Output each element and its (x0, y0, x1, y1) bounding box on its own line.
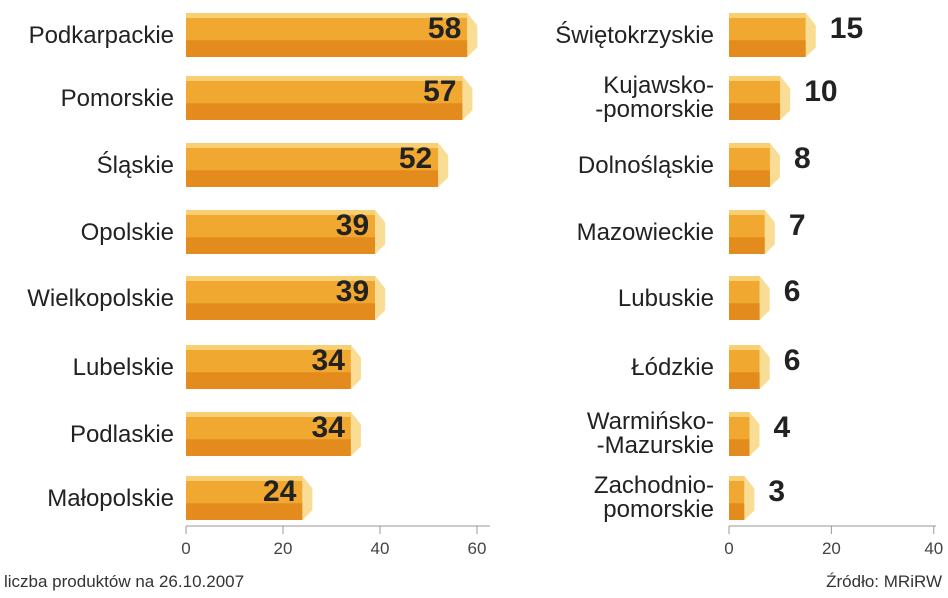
bar-highlight (729, 76, 781, 81)
bar-highlight (729, 345, 760, 350)
bar-highlight (186, 476, 303, 481)
x-tick-label: 20 (822, 539, 841, 558)
bar-side (744, 476, 755, 520)
bar-shade (186, 40, 468, 57)
category-label: Lubelskie (73, 354, 174, 381)
value-label: 34 (312, 344, 346, 377)
bar-side (350, 345, 361, 389)
bar-highlight (729, 412, 750, 417)
value-label: 7 (789, 209, 806, 242)
value-label: 6 (784, 344, 801, 377)
value-label: 6 (784, 275, 801, 308)
bar-side (764, 210, 775, 254)
x-tick-label: 40 (371, 539, 390, 558)
bar-shade (186, 103, 463, 120)
bar-side (805, 13, 816, 57)
x-tick-label: 20 (274, 539, 293, 558)
category-label: Pomorskie (61, 85, 174, 112)
bar-side (350, 412, 361, 456)
bar-shade (729, 372, 760, 389)
bar-highlight (186, 276, 376, 281)
bar-highlight (186, 76, 463, 81)
category-label: Śląskie (97, 151, 174, 179)
category-label: Świętokrzyskie (555, 21, 714, 49)
bar-shade (186, 372, 351, 389)
bar-shade (729, 303, 760, 320)
value-label: 39 (336, 209, 369, 242)
x-tick-label: 0 (181, 539, 190, 558)
bar-side (759, 345, 770, 389)
bar-side (302, 476, 313, 520)
value-label: 8 (794, 142, 811, 175)
bar-shade (186, 439, 351, 456)
bar-highlight (729, 143, 770, 148)
category-label: Lubuskie (618, 285, 714, 312)
bar-highlight (186, 13, 468, 18)
bar-side (780, 76, 791, 120)
category-label: Podkarpackie (29, 22, 174, 49)
bar-side (438, 143, 449, 187)
value-label: 10 (804, 75, 837, 108)
bar-side (375, 210, 386, 254)
bar-shade (186, 170, 439, 187)
bar-shade (186, 303, 376, 320)
category-label: Mazowieckie (577, 219, 714, 246)
category-label: Kujawsko--pomorskie (595, 72, 714, 123)
bar-highlight (186, 412, 351, 417)
bar-side (462, 76, 473, 120)
value-label: 15 (830, 12, 863, 45)
bar-highlight (729, 476, 745, 481)
bar-side (769, 143, 780, 187)
value-label: 52 (399, 142, 432, 175)
bar-shade (729, 439, 750, 456)
value-label: 58 (428, 12, 461, 45)
footnote: liczba produktów na 26.10.2007 (4, 572, 245, 591)
category-label: Zachodnio-pomorskie (594, 472, 714, 523)
bar-side (749, 412, 760, 456)
bar-highlight (186, 143, 439, 148)
bar-highlight (729, 210, 765, 215)
bar-shade (186, 503, 303, 520)
bar-side (759, 276, 770, 320)
value-label: 3 (768, 475, 785, 508)
bar-side (467, 13, 478, 57)
bar-highlight (186, 210, 376, 215)
category-label: Małopolskie (47, 485, 174, 512)
category-label: Łódzkie (631, 354, 714, 381)
bar-highlight (186, 345, 351, 350)
category-label: Podlaskie (70, 421, 174, 448)
bar-side (375, 276, 386, 320)
bar-highlight (729, 276, 760, 281)
value-label: 34 (312, 411, 346, 444)
category-label: Opolskie (81, 219, 174, 246)
value-label: 4 (773, 411, 790, 444)
value-label: 57 (423, 75, 456, 108)
value-label: 39 (336, 275, 369, 308)
x-tick-label: 60 (468, 539, 487, 558)
bar-shade (186, 237, 376, 254)
category-label: Dolnośląskie (578, 152, 714, 179)
bar-shade (729, 40, 806, 57)
bar-highlight (729, 13, 806, 18)
category-label: Warmińsko--Mazurskie (587, 408, 714, 459)
x-tick-label: 0 (724, 539, 733, 558)
bar-shade (729, 237, 765, 254)
bar-shade (729, 503, 745, 520)
x-tick-label: 40 (924, 539, 943, 558)
source-note: Źródło: MRiRW (826, 572, 942, 591)
value-label: 24 (263, 475, 297, 508)
bar-shade (729, 170, 770, 187)
bar-shade (729, 103, 781, 120)
category-label: Wielkopolskie (27, 285, 174, 312)
